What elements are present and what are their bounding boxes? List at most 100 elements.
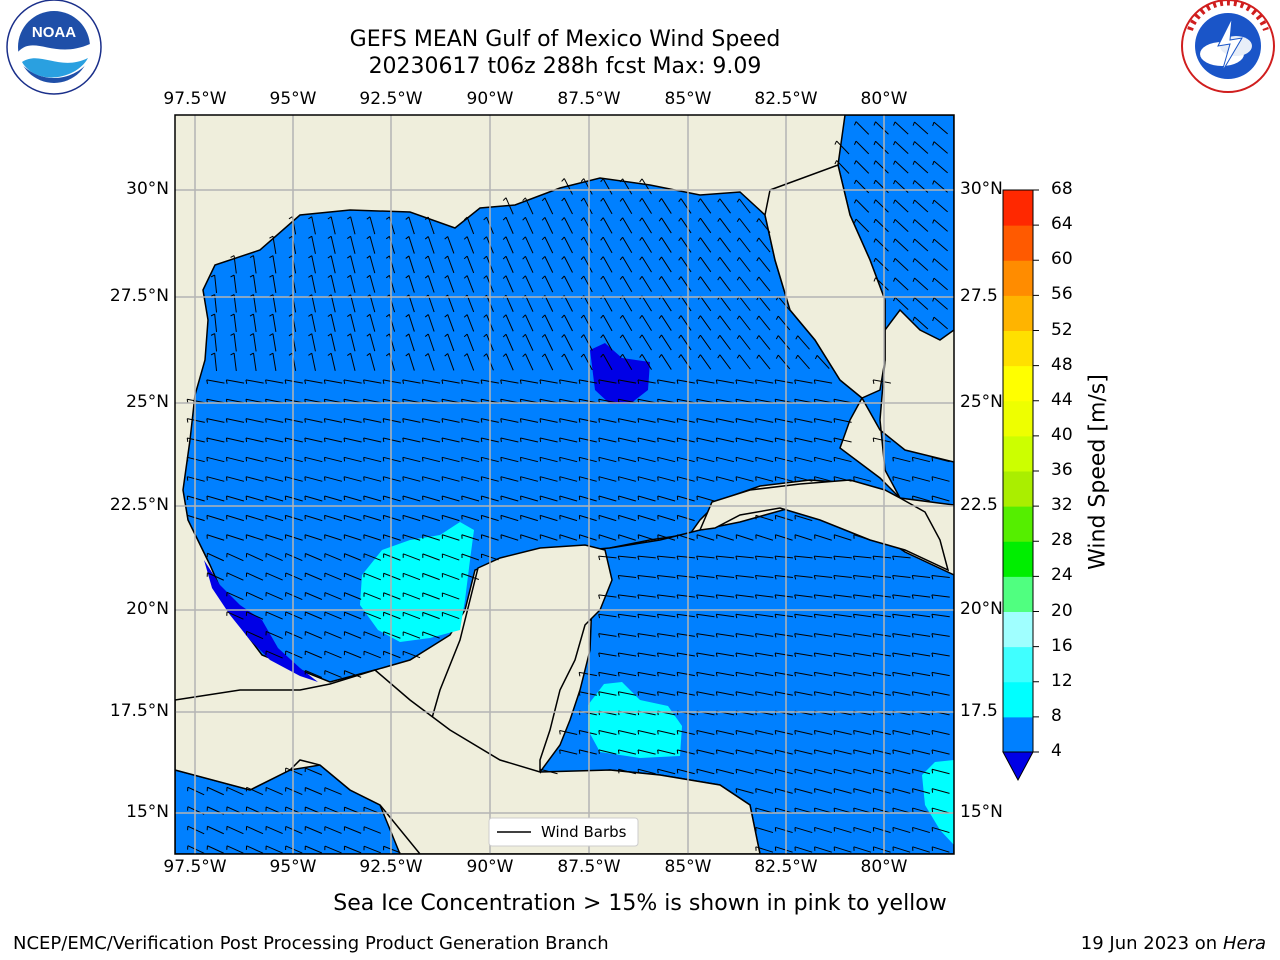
wind-barb [639, 256, 652, 273]
wind-barb [658, 237, 672, 253]
wind-barb [323, 456, 343, 463]
wind-barb [774, 437, 793, 443]
wind-barb [463, 255, 475, 274]
wind-barb [697, 256, 712, 273]
colorbar-tick-label: 12 [1051, 670, 1073, 691]
wind-barb [522, 255, 534, 273]
wind-barb [541, 256, 554, 273]
wind-barb [327, 333, 336, 352]
wind-barb [715, 379, 735, 384]
wind-barb [893, 277, 909, 291]
wind-barb [186, 437, 205, 443]
wind-barb [541, 314, 554, 332]
wind-barb [265, 476, 284, 482]
wind-barb [520, 476, 539, 482]
wind-barb [366, 313, 376, 332]
wind-barb [717, 354, 731, 370]
wind-barb [230, 274, 237, 293]
wind-barb [736, 315, 751, 331]
wind-barb [269, 352, 277, 371]
wind-barb [265, 456, 284, 463]
wind-barb [210, 352, 218, 372]
colorbar-tick-label: 16 [1051, 635, 1073, 656]
wind-barb [912, 277, 929, 291]
colorbar-swatch [1003, 365, 1033, 402]
wind-barb [932, 219, 948, 232]
wind-barb [461, 418, 480, 423]
wind-barb [717, 276, 731, 292]
wind-barb [541, 236, 554, 254]
wind-barb [308, 255, 316, 274]
wind-barb [502, 353, 514, 371]
wind-barb [580, 197, 593, 215]
wind-barb [541, 353, 554, 371]
wind-barb [697, 276, 712, 292]
wind-barb [502, 197, 514, 215]
wind-barb [600, 217, 613, 234]
chart-subtitle: 20230617 t06z 288h fcst Max: 9.09 [368, 54, 762, 79]
wind-barb [873, 238, 889, 252]
wind-barb [853, 199, 870, 213]
wind-barb [580, 353, 593, 371]
florida-peninsula [764, 164, 886, 399]
wind-barb [225, 379, 245, 384]
wind-barb [774, 456, 793, 463]
wind-barb [541, 334, 554, 351]
colorbar-label: Wind Speed [m/s] [1085, 374, 1111, 570]
colorbar-tick-label: 8 [1051, 705, 1062, 726]
wind-barb [405, 353, 415, 371]
wind-barb [561, 353, 573, 371]
wind-barb [578, 476, 597, 482]
wind-barb [461, 437, 480, 443]
colorbar-swatch [1003, 646, 1033, 683]
wind-barb [912, 219, 929, 232]
wind-barb [421, 379, 441, 384]
wind-barb [756, 257, 771, 272]
wind-barb [893, 297, 909, 310]
wind-barb [502, 236, 514, 254]
wind-barb [559, 437, 578, 443]
stamp-host: Hera [1222, 933, 1266, 954]
wind-barb [619, 256, 633, 273]
wind-barb [735, 437, 754, 443]
wind-barb [639, 217, 652, 234]
wind-barb [539, 437, 558, 443]
wind-barb [893, 121, 909, 135]
wind-barb [912, 258, 929, 271]
wind-barb [245, 456, 264, 463]
wind-barb [637, 456, 656, 463]
wind-barb [658, 276, 672, 292]
wind-barb [249, 313, 257, 332]
wind-barb [755, 456, 774, 463]
wind-barb [444, 255, 455, 274]
wind-barb [405, 255, 415, 274]
wind-barb [580, 217, 593, 234]
wind-barb [559, 495, 578, 502]
wind-barb [873, 160, 889, 174]
wind-barb [580, 236, 593, 254]
wind-barb [735, 379, 754, 384]
wind-barb [249, 352, 257, 371]
wind-barb [210, 313, 218, 333]
wind-barb [324, 495, 342, 502]
wind-barb [619, 353, 633, 370]
wind-barb [186, 418, 205, 423]
wind-barb [833, 476, 852, 482]
wind-barb [932, 277, 948, 291]
wind-barb [598, 476, 617, 482]
wind-barb [755, 418, 774, 423]
wind-barb [639, 276, 652, 292]
wind-barb [421, 418, 441, 423]
wind-barb [873, 277, 889, 291]
colorbar-swatch [1003, 506, 1033, 542]
wind-barb [265, 379, 284, 384]
wind-barb [717, 334, 731, 351]
colorbar-tick-label: 4 [1051, 741, 1062, 761]
wind-barb [561, 256, 573, 273]
wind-barb [327, 255, 336, 274]
wind-barb [658, 256, 672, 273]
wind-barb [932, 297, 948, 310]
wind-barb [736, 237, 751, 253]
wind-barb [347, 274, 356, 293]
wind-barb [639, 354, 652, 370]
